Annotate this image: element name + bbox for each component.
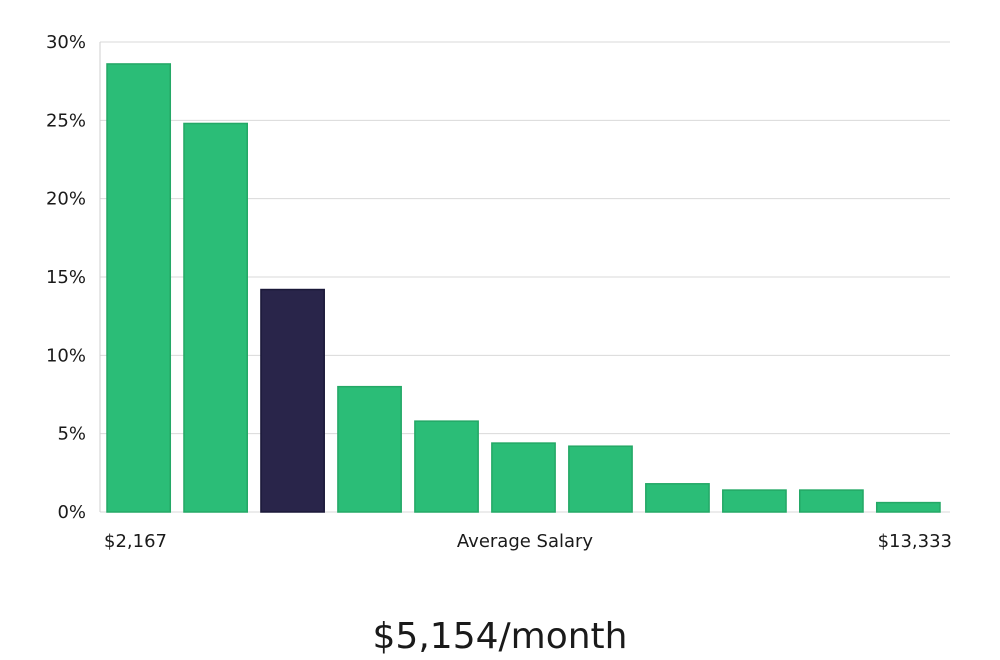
average-salary-headline: $5,154/month: [373, 616, 628, 657]
y-tick-label: 0%: [57, 502, 86, 523]
bar: [645, 483, 710, 513]
y-tick-label: 5%: [57, 424, 86, 445]
bar: [106, 63, 172, 513]
bar: [337, 385, 402, 513]
bar: [568, 445, 633, 513]
bar: [722, 489, 787, 513]
bars: [106, 63, 941, 513]
y-tick-labels: 0% 5% 10% 15% 20% 25% 30%: [46, 32, 86, 523]
y-tick-label: 15%: [46, 267, 86, 288]
y-tick-label: 30%: [46, 32, 86, 53]
y-tick-label: 10%: [46, 345, 86, 366]
bar: [414, 420, 479, 513]
bar: [799, 489, 864, 513]
x-axis-max-label: $13,333: [878, 531, 952, 552]
y-tick-label: 25%: [46, 110, 86, 131]
y-tick-label: 20%: [46, 189, 86, 210]
bar: [875, 501, 941, 513]
bar: [183, 122, 248, 513]
bar: [491, 442, 556, 513]
bar-highlighted: [260, 288, 325, 513]
x-axis-title: Average Salary: [457, 531, 594, 552]
x-axis-min-label: $2,167: [104, 531, 167, 552]
